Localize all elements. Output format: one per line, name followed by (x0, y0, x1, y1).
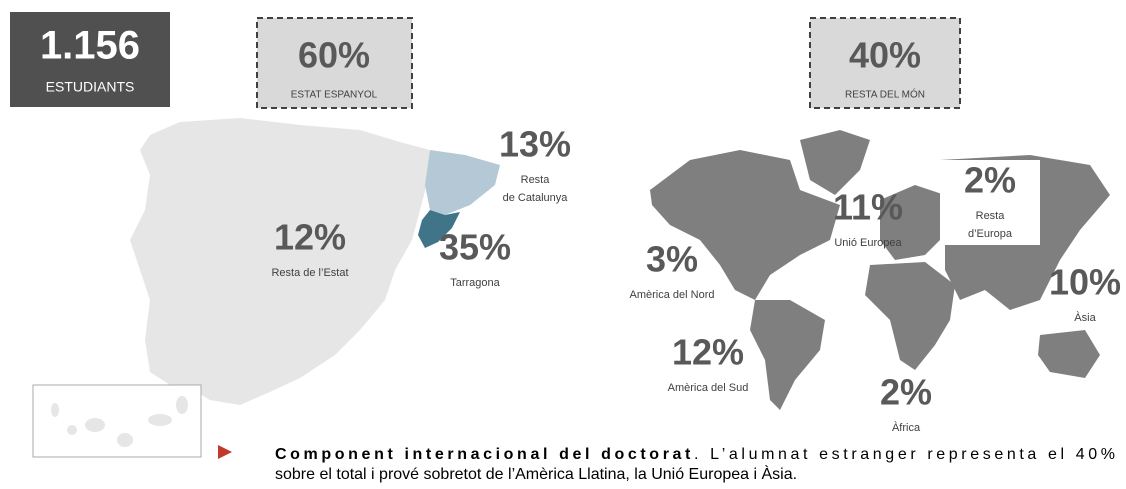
region-label: Resta de l’Estat (271, 267, 348, 279)
region-label: Unió Europea (834, 237, 902, 249)
region-value: 10% (1049, 262, 1121, 303)
region-value: 12% (274, 217, 346, 258)
region-label: Amèrica del Nord (630, 289, 715, 301)
region-label: Àsia (1074, 311, 1096, 324)
world-box (809, 17, 961, 109)
region-value: 35% (439, 227, 511, 268)
total-box (10, 12, 170, 107)
region-value: 13% (499, 124, 571, 165)
catalonia-map (425, 150, 500, 215)
canary-islands (51, 396, 188, 447)
region-label: Resta (521, 174, 551, 186)
spain-box (256, 17, 413, 109)
total-label: ESTUDIANTS (46, 79, 135, 95)
region-label: d’Europa (968, 228, 1013, 240)
region-label: Tarragona (450, 277, 500, 289)
region-value: 3% (646, 239, 698, 280)
footer-bold: Component internacional del doctorat (275, 446, 691, 463)
region-label: de Catalunya (503, 192, 569, 204)
region-value: 2% (964, 160, 1016, 201)
region-label: Resta (976, 210, 1006, 222)
region-value: 12% (672, 332, 744, 373)
region-value: 11% (833, 187, 903, 228)
footer-line2: sobre el total i prové sobretot de l’Amè… (275, 464, 797, 483)
region-value: 2% (880, 372, 932, 413)
world-label: RESTA DEL MÓN (845, 88, 925, 101)
footer-line1: Component internacional del doctorat. L’… (275, 446, 1115, 463)
spain-value: 60% (298, 35, 370, 76)
spain-label: ESTAT ESPANYOL (291, 90, 378, 101)
footer-text: . L’alumnat estranger representa el 40% (694, 446, 1115, 463)
world-value: 40% (849, 35, 921, 76)
europe-label-box (940, 160, 1040, 245)
spain-map (130, 118, 430, 405)
region-label: Amèrica del Sud (668, 382, 749, 394)
tarragona-map (418, 210, 460, 248)
canary-inset (32, 384, 202, 458)
bullet (218, 445, 232, 459)
total-value: 1.156 (40, 24, 140, 68)
region-label: Àfrica (892, 421, 921, 434)
